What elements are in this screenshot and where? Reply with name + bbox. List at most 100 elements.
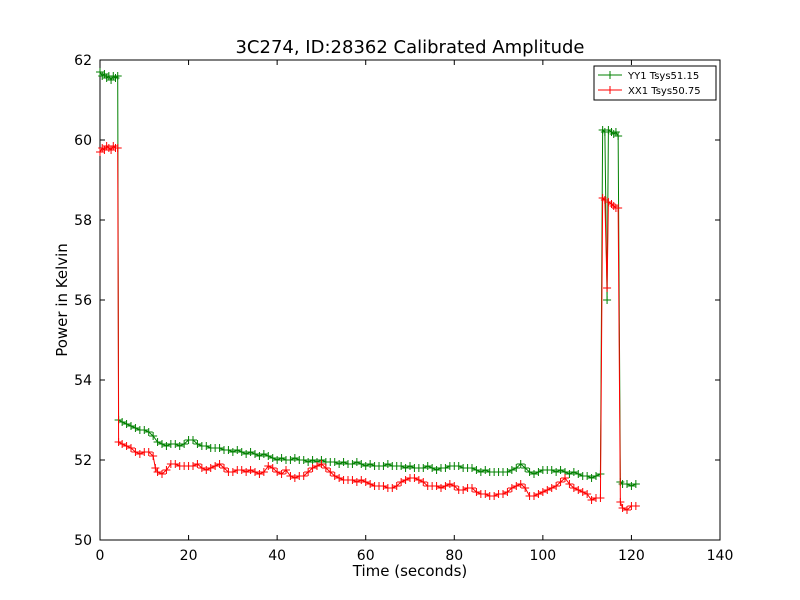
legend-label-1: XX1 Tsys50.75 [628,86,701,97]
series-0-point-22 [171,440,180,448]
series-1-point-100 [512,482,521,490]
series-1 [96,142,640,514]
series-1-point-86 [450,482,459,490]
series-1-point-30 [202,466,211,474]
series-0-point-89 [468,464,476,472]
series-1-point-99 [507,484,516,492]
series-1-point-128 [616,498,625,506]
series-1-point-115 [578,488,587,496]
series-0-point-23 [175,442,184,450]
series-1-point-105 [534,490,543,498]
series-1-point-9 [114,438,123,446]
series-0-point-53 [308,456,317,464]
series-0-point-58 [330,458,339,466]
series-0-point-32 [215,444,224,452]
series-1-point-16 [144,448,153,456]
series-1-point-12 [127,444,135,452]
series-0-point-79 [423,462,432,470]
series-0-point-65 [361,462,370,470]
series-0-point-16 [144,428,153,436]
series-0-point-90 [472,466,481,474]
series-1-point-119 [596,494,605,502]
series-1-point-77 [410,474,419,482]
series-1-point-78 [414,476,423,484]
series-1-point-101 [516,480,525,488]
x-tick-label-1: 20 [180,548,198,564]
y-tick-label-3: 56 [74,293,92,309]
series-0-point-19 [158,440,166,448]
x-tick-label-6: 120 [618,548,645,564]
series-0-point-121 [603,296,612,304]
y-tick-label-6: 62 [74,53,92,69]
series-0-point-113 [574,470,583,478]
y-tick-label-1: 52 [74,453,92,469]
series-0-point-41 [255,452,264,460]
series-0-point-104 [534,468,543,476]
series-1-point-116 [583,490,592,498]
series-0-point-11 [122,420,131,428]
series-1-point-50 [290,474,299,482]
series-0-point-75 [406,462,414,470]
series-0-point-81 [432,466,441,474]
series-1-point-82 [432,482,441,490]
series-0-point-130 [627,482,636,490]
series-1-point-56 [317,460,326,468]
series-1-point-85 [445,480,454,488]
series-1-point-74 [397,478,406,486]
series-1-point-44 [264,462,273,470]
series-1-point-93 [481,490,490,498]
series-1-point-88 [459,486,468,494]
series-1-point-29 [197,464,206,472]
series-1-point-36 [228,468,237,476]
series-1-point-95 [490,492,499,500]
series-0-point-109 [556,466,565,474]
series-0-point-131 [631,480,640,488]
y-tick-label-2: 54 [74,373,92,389]
series-0-point-62 [348,460,357,468]
series-1-point-38 [237,466,246,474]
series-1-point-84 [441,482,450,490]
series-0-point-42 [259,450,268,458]
series-0-point-60 [339,458,348,466]
series-1-point-113 [569,484,578,492]
series-0-point-37 [237,448,246,456]
series-1-point-48 [282,466,290,474]
series-0-point-35 [228,448,237,456]
series-1-point-20 [158,470,166,478]
series-1-point-43 [259,468,268,476]
series-0-point-91 [476,468,485,476]
series-0-point-34 [224,446,233,454]
x-tick-label-4: 80 [445,548,463,564]
series-1-point-13 [131,448,140,456]
series-0-point-107 [547,466,556,474]
series-0-point-20 [162,442,171,450]
series-1-point-49 [286,472,295,480]
series-1-point-64 [352,478,361,486]
legend-marker-0 [606,71,614,79]
series-1-point-57 [321,464,330,472]
series-0-point-86 [454,462,463,470]
series-1-point-109 [552,482,561,490]
series-1-point-17 [149,452,158,460]
series-0-point-129 [623,480,631,488]
series-1-point-21 [162,466,171,474]
legend-marker-1 [606,86,614,94]
series-0-point-44 [268,454,277,462]
series-1-point-130 [623,506,631,514]
series-0-point-63 [352,458,361,466]
series-0-point-38 [242,450,251,458]
series-0-point-24 [180,440,189,448]
series-0-point-83 [441,464,450,472]
series-1-point-11 [122,442,131,450]
x-tick-label-3: 60 [357,548,375,564]
series-0-point-92 [481,466,490,474]
series-0-point-52 [304,458,313,466]
series-0-point-66 [366,460,375,468]
series-1-point-41 [251,468,259,476]
series-0-point-103 [530,470,538,478]
series-0-point-78 [419,464,428,472]
series-1-point-52 [299,472,308,480]
series-0-point-59 [335,460,344,468]
series-1-point-58 [326,468,335,476]
x-tick-label-0: 0 [96,548,105,564]
